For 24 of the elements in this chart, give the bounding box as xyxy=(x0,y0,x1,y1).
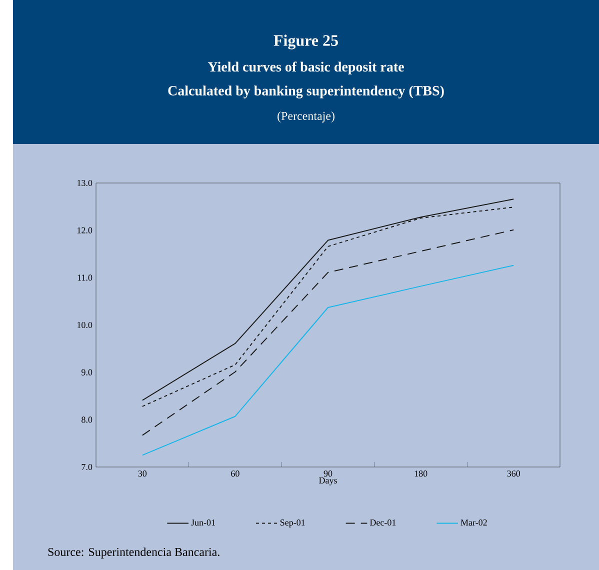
x-axis-title: Days xyxy=(319,477,337,486)
source-note: Source: Superintendencia Bancaria. xyxy=(48,548,220,558)
line-series xyxy=(142,229,514,436)
y-tick-label: 11.0 xyxy=(78,274,92,281)
x-tick-label: 30 xyxy=(138,470,147,477)
y-tick-label: 7.0 xyxy=(82,464,92,470)
legend-label: Sep-01 xyxy=(280,519,305,528)
x-tick-label: 60 xyxy=(231,470,240,477)
text: Calculated by banking superintendency (TBS) xyxy=(168,86,444,98)
chart-title: Figure 25 xyxy=(274,34,338,50)
legend-label: Jun-01 xyxy=(191,519,215,526)
legend-label: Dec-01 xyxy=(370,519,396,526)
chart-subtitle: Yield curves of basic deposit rate xyxy=(208,62,404,74)
y-tick-label: 8.0 xyxy=(82,416,92,423)
y-tick-label: 9.0 xyxy=(82,369,92,376)
y-tick-label: 10.0 xyxy=(78,322,92,328)
y-tick-label: 12.0 xyxy=(78,227,92,234)
y-tick-label: 13.0 xyxy=(78,180,92,186)
x-tick-label: 90 xyxy=(324,470,332,477)
legend-label: Mar-02 xyxy=(460,519,487,526)
y-axis-title: (Percentaje) xyxy=(278,112,334,122)
line-series xyxy=(142,264,514,456)
x-tick-label: 360 xyxy=(507,470,520,477)
x-tick-label: 180 xyxy=(414,470,428,477)
